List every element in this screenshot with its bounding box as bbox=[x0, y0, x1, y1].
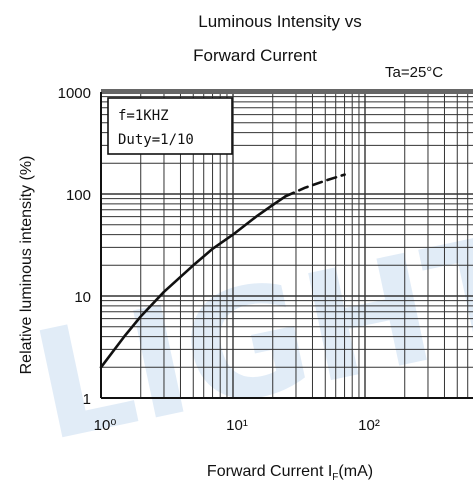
x-ticks: 10⁰ 10¹ 10² bbox=[94, 417, 380, 434]
series-line-dashed bbox=[284, 173, 346, 198]
series-group bbox=[99, 173, 346, 369]
y-tick-label: 100 bbox=[66, 187, 91, 204]
legend-text-line: Duty=1/10 bbox=[118, 132, 194, 148]
x-tick-label: 10² bbox=[358, 417, 380, 434]
x-tick-label: 10¹ bbox=[226, 417, 248, 434]
y-tick-label: 1000 bbox=[58, 85, 91, 102]
plot-frame bbox=[100, 92, 473, 399]
series-line-solid bbox=[99, 195, 287, 369]
legend-box bbox=[107, 97, 233, 155]
x-axis-label: Forward Current IF(mA) bbox=[207, 463, 373, 483]
condition-label: Ta=25°C bbox=[385, 64, 443, 81]
chart-title-line-2: Forward Current bbox=[193, 46, 317, 65]
y-tick-label: 1 bbox=[83, 391, 91, 408]
y-tick-label: 10 bbox=[74, 289, 91, 306]
legend: f=1KHZ Duty=1/10 bbox=[107, 97, 233, 155]
legend-text-line: f=1KHZ bbox=[118, 108, 169, 124]
chart-title-line-1: Luminous Intensity vs bbox=[198, 12, 361, 31]
x-tick-label: 10⁰ bbox=[94, 417, 117, 434]
y-ticks: 1 10 100 1000 bbox=[58, 85, 91, 408]
top-border-band bbox=[101, 89, 473, 94]
y-axis-label: Relative luminous intensity (%) bbox=[18, 156, 35, 375]
